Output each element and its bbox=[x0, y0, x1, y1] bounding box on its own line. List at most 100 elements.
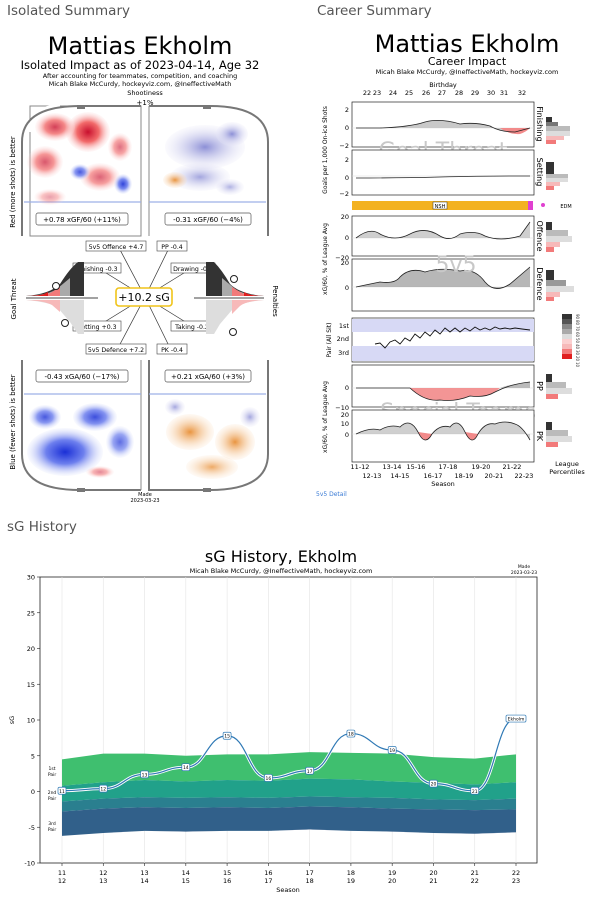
sg-point-label: 11 bbox=[59, 789, 65, 795]
offence-plot: 20 0 −20 Offence bbox=[335, 213, 544, 262]
tier-label-2nd: 2nd Pair bbox=[48, 790, 57, 802]
total-sg-value: +10.2 sG bbox=[118, 291, 169, 304]
sg-point-label: 16 bbox=[265, 776, 271, 782]
season-tick: 21-22 bbox=[503, 463, 522, 471]
x-tick-label-bottom: 21 bbox=[429, 877, 437, 885]
pair-plot: 1st 2nd 3rd bbox=[337, 317, 535, 363]
y-tick-label: 25 bbox=[27, 609, 35, 617]
x-tick-label-bottom: 12 bbox=[58, 877, 66, 885]
sg-history-chart: sG History, Ekholm Micah Blake McCurdy, … bbox=[8, 547, 538, 894]
goal-threat-distribution: Goal Threat bbox=[10, 262, 98, 334]
pk-plot: 20 10 0 PK bbox=[341, 409, 544, 463]
sg-point-marker bbox=[387, 746, 397, 754]
season-tick: 11-12 bbox=[351, 463, 370, 471]
legend-value: 30 bbox=[575, 350, 580, 356]
x-tick-label-bottom: 16 bbox=[223, 877, 231, 885]
season-tick: 18-19 bbox=[455, 472, 474, 480]
5v5-detail-link[interactable]: 5v5 Detail bbox=[316, 491, 347, 498]
taking-box: Taking -0.2 bbox=[174, 324, 209, 331]
isolated-made-label: Made bbox=[138, 492, 152, 498]
season-tick: 16-17 bbox=[424, 472, 443, 480]
pair-band bbox=[62, 806, 516, 836]
isolated-note: After accounting for teammates, competit… bbox=[43, 72, 237, 80]
tick-label: 20 bbox=[341, 259, 349, 267]
x-tick-label-top: 22 bbox=[512, 869, 520, 877]
career-player-name: Mattias Ekholm bbox=[375, 30, 560, 58]
legend-value: 10 bbox=[575, 362, 580, 368]
legend-value: 70 bbox=[575, 326, 580, 332]
x-tick-label-bottom: 13 bbox=[99, 877, 107, 885]
legend-value: 90 bbox=[575, 314, 580, 320]
tier-label-1st: 1st Pair bbox=[48, 766, 57, 778]
st-axis-label: xG/60, % of League Avg bbox=[322, 381, 329, 453]
tick-label: 0 bbox=[345, 124, 349, 132]
sg-point-label: 19 bbox=[389, 748, 395, 754]
y-tick-label: -5 bbox=[29, 824, 35, 832]
sg-point-marker bbox=[57, 786, 67, 795]
x-tick-label-bottom: 23 bbox=[512, 877, 520, 885]
drawing-box: Drawing -0.7 bbox=[173, 266, 213, 273]
team-label-edm: EDM bbox=[560, 204, 571, 210]
age-tick: 26 bbox=[422, 89, 430, 97]
y-tick-label: 5 bbox=[31, 752, 35, 760]
season-tick: 15-16 bbox=[407, 463, 426, 471]
defence-rink-right: +0.21 xGA/60 (+3%) bbox=[148, 360, 269, 492]
season-tick: 20-21 bbox=[485, 472, 504, 480]
age-tick: 32 bbox=[518, 89, 526, 97]
sg-point-marker bbox=[305, 766, 314, 775]
tick-label: 0 bbox=[345, 284, 349, 292]
age-tick: 22 bbox=[363, 89, 371, 97]
percentiles-label: Percentiles bbox=[549, 468, 585, 476]
sg-point-label: 15 bbox=[224, 734, 230, 740]
defence-rink-left: -0.43 xGA/60 (−17%) bbox=[21, 360, 142, 492]
isolated-summary-panel[interactable]: Mattias Ekholm Isolated Impact as of 202… bbox=[0, 22, 290, 510]
sg-point-label: Ekholm bbox=[508, 717, 525, 723]
sg-point-marker bbox=[346, 729, 356, 738]
offence-row-label: Offence bbox=[535, 220, 544, 251]
pair-tick: 2nd bbox=[337, 335, 349, 343]
tick-label: 20 bbox=[341, 411, 349, 419]
career-summary-header: Career Summary bbox=[317, 3, 432, 19]
isolated-subtitle: Isolated Impact as of 2023-04-14, Age 32 bbox=[21, 58, 260, 72]
pk-row-label: PK bbox=[535, 431, 544, 442]
sg-point-label: 12 bbox=[100, 787, 106, 793]
career-summary-panel[interactable]: Mattias Ekholm Career Impact Micah Blake… bbox=[300, 22, 597, 492]
x-tick-label-bottom: 15 bbox=[182, 877, 190, 885]
season-axis: 11-12 13-14 15-16 17-18 19-20 21-22 12-1… bbox=[351, 463, 534, 488]
sg-ylabel: sG bbox=[8, 716, 16, 724]
y-tick-label: 15 bbox=[27, 681, 35, 689]
sg-made-date: 2023-03-23 bbox=[511, 570, 537, 576]
legend-value: 20 bbox=[575, 356, 580, 362]
legend-value: 40 bbox=[575, 344, 580, 350]
defence-axis-label: Blue (fewer shots) is better bbox=[9, 374, 17, 469]
sg-point-label: 20 bbox=[431, 782, 437, 788]
tick-label: 20 bbox=[341, 213, 349, 221]
offence-5v5-box: 5v5 Offence +4.7 bbox=[89, 244, 144, 251]
pair-tick: 3rd bbox=[338, 349, 349, 357]
pair-tick: 1st bbox=[339, 322, 350, 330]
isolated-summary-header: Isolated Summary bbox=[7, 3, 130, 19]
pk-box: PK -0.4 bbox=[161, 347, 183, 354]
tick-label: −2 bbox=[339, 142, 349, 150]
sg-made-label: Made bbox=[518, 564, 530, 570]
x-tick-label-top: 17 bbox=[305, 869, 313, 877]
percentile-legend: 90 80 70 60 50 40 30 20 10 League Percen… bbox=[549, 314, 585, 476]
tick-label: −20 bbox=[335, 254, 349, 262]
defence-plot: 20 0 Defence 5v5 bbox=[341, 253, 544, 312]
sg-chart-title: sG History, Ekholm bbox=[205, 547, 357, 566]
5v5-watermark: 5v5 bbox=[435, 253, 476, 278]
y-tick-label: 10 bbox=[27, 717, 35, 725]
tier-label-3rd: 3rd Pair bbox=[48, 821, 57, 833]
defence-row-label: Defence bbox=[535, 267, 544, 300]
season-tick: 12-13 bbox=[363, 472, 382, 480]
finishing-box: Finishing -0.3 bbox=[76, 266, 117, 273]
x-tick-label-top: 15 bbox=[223, 869, 231, 877]
defence-left-value: -0.43 xGA/60 (−17%) bbox=[44, 373, 119, 381]
x-tick-label-bottom: 17 bbox=[264, 877, 272, 885]
tick-label: −10 bbox=[335, 404, 349, 412]
x-tick-label-bottom: 14 bbox=[140, 877, 148, 885]
age-tick: 29 bbox=[471, 89, 479, 97]
sg-chart-credit: Micah Blake McCurdy, @IneffectiveMath, h… bbox=[190, 567, 373, 575]
percentile-bars bbox=[546, 117, 574, 447]
x-tick-label-top: 13 bbox=[140, 869, 148, 877]
